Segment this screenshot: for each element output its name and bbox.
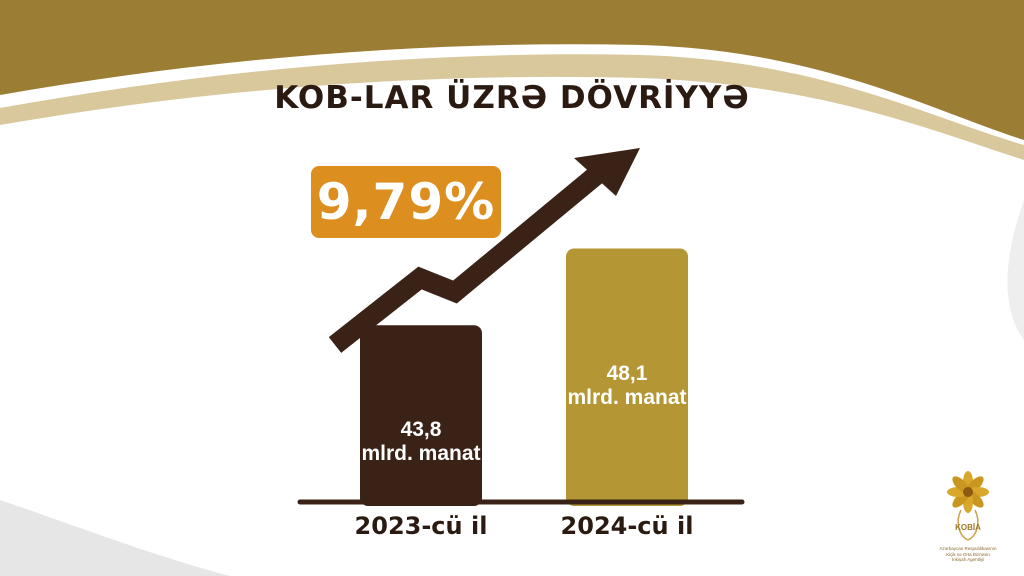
bar-value-label: 48,1 mlrd. manat — [556, 362, 698, 410]
logo-caption: Azərbaycan Respublikasının Kiçik və Orta… — [925, 546, 1011, 563]
bar-value-number: 48,1 — [606, 362, 648, 385]
slide-title: KOB-LAR ÜZRƏ DÖVRİYYƏ — [274, 80, 750, 116]
logo-caption-line: Kiçik və Orta Biznesin — [946, 551, 990, 557]
logo-caption-line: Azərbaycan Respublikasının — [939, 546, 997, 551]
growth-percent-badge: 9,79% — [311, 166, 501, 238]
trend-arrow-head — [574, 148, 640, 196]
logo-wordmark: KOBİA — [955, 523, 981, 532]
bar-2 — [566, 248, 688, 506]
bar-value-number: 43,8 — [400, 418, 442, 441]
logo-caption-line: İnkişafı Agentliyi — [951, 557, 985, 562]
bar-1 — [360, 325, 482, 506]
bottom-left-swoosh — [0, 500, 230, 576]
flower-logo-icon: KOBİA — [947, 471, 989, 541]
bottom-right-swoosh — [1007, 200, 1024, 340]
x-tick-label: 2024-cü il — [560, 512, 694, 540]
trend-up-arrow-icon — [328, 164, 607, 353]
top-wave-highlight — [0, 54, 1024, 160]
top-wave-band — [0, 0, 1024, 140]
x-tick-label: 2023-cü il — [354, 512, 488, 540]
kobia-logo: KOBİA Azərbaycan Respublikasının Kiçik v… — [925, 470, 1011, 570]
bar-value-unit: mlrd. manat — [567, 386, 687, 409]
bar-value-label: 43,8 mlrd. manat — [350, 418, 492, 466]
bar-value-unit: mlrd. manat — [361, 442, 481, 465]
